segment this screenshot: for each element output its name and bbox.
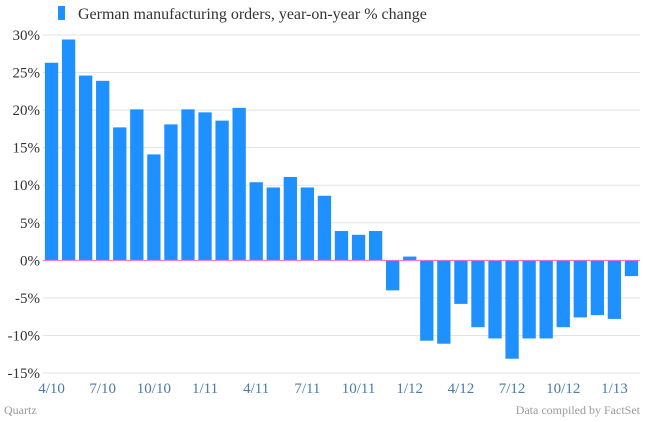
bar — [607, 260, 622, 319]
legend: German manufacturing orders, year-on-yea… — [58, 6, 427, 23]
y-tick-label: -15% — [8, 366, 41, 382]
x-tick-label: 10/12 — [546, 381, 580, 397]
bar — [556, 260, 570, 328]
bar — [539, 260, 553, 339]
bar — [300, 187, 315, 261]
y-tick-label: -10% — [8, 328, 41, 344]
x-tick-label: 10/11 — [342, 381, 376, 397]
bar — [266, 187, 280, 261]
bar — [215, 120, 229, 261]
bar — [624, 260, 639, 277]
y-tick-label: 15% — [13, 141, 41, 157]
bar — [113, 127, 127, 261]
bar — [522, 260, 536, 339]
bar — [368, 231, 383, 261]
bar — [403, 256, 417, 261]
bar — [334, 231, 349, 261]
x-tick-label: 1/11 — [192, 381, 218, 397]
bar — [505, 260, 519, 359]
bar — [130, 109, 144, 261]
legend-swatch — [58, 6, 65, 20]
bar — [78, 75, 93, 261]
bar — [488, 260, 502, 339]
y-tick-label: 0% — [20, 253, 40, 269]
bar — [147, 154, 161, 261]
bar — [573, 260, 587, 318]
x-tick-label: 10/10 — [137, 381, 171, 397]
x-tick-label: 7/12 — [499, 381, 526, 397]
y-tick-label: -5% — [15, 291, 40, 307]
bar — [96, 80, 110, 261]
bar — [44, 62, 59, 261]
legend-label: German manufacturing orders, year-on-yea… — [78, 6, 427, 23]
x-axis-ticks: 4/10 7/10 10/10 1/11 4/11 7/11 10/11 1/12 4/12 7/… — [38, 381, 628, 397]
bar — [386, 260, 400, 291]
x-tick-label: 1/13 — [601, 381, 628, 397]
bar — [283, 176, 297, 261]
bar — [454, 260, 468, 304]
x-tick-label: 4/12 — [448, 381, 475, 397]
y-tick-label: 25% — [13, 66, 41, 82]
x-tick-label: 7/10 — [89, 381, 116, 397]
y-tick-label: 5% — [20, 216, 40, 232]
source-left: Quartz — [4, 403, 37, 417]
x-tick-label: 4/10 — [38, 381, 65, 397]
bar — [164, 124, 178, 261]
bar — [471, 260, 485, 328]
bar — [590, 260, 605, 316]
y-tick-label: 20% — [13, 103, 41, 119]
bar — [437, 260, 451, 344]
bar — [249, 182, 263, 261]
bar — [198, 112, 212, 261]
x-tick-label: 7/11 — [294, 381, 320, 397]
bar — [351, 234, 366, 261]
bar — [420, 260, 434, 341]
y-tick-label: 10% — [13, 178, 41, 194]
bar-series — [44, 39, 639, 359]
bar — [181, 109, 195, 261]
y-tick-label: 30% — [13, 28, 41, 44]
x-tick-label: 1/12 — [396, 381, 423, 397]
bar — [61, 39, 76, 261]
source-right: Data compiled by FactSet — [516, 403, 641, 417]
y-axis-ticks: 30% 25% 20% 15% 10% 5% 0% -5% -10% -15% — [8, 28, 41, 382]
bar — [232, 107, 246, 261]
x-tick-label: 4/11 — [243, 381, 269, 397]
bar — [317, 195, 332, 261]
